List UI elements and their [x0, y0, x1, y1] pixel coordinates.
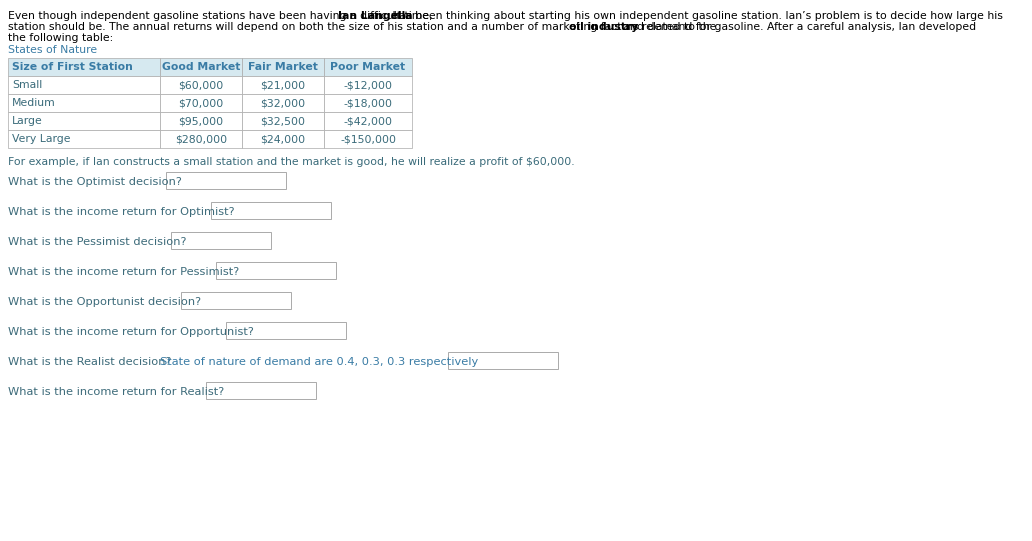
Text: $280,000: $280,000 — [175, 134, 227, 144]
FancyBboxPatch shape — [241, 94, 324, 112]
FancyBboxPatch shape — [160, 112, 241, 130]
Text: What is the income return for Optimist?: What is the income return for Optimist? — [8, 207, 234, 217]
Text: -$42,000: -$42,000 — [344, 116, 392, 126]
FancyBboxPatch shape — [241, 76, 324, 94]
Text: Large: Large — [12, 116, 42, 126]
FancyBboxPatch shape — [226, 322, 346, 339]
Text: -$150,000: -$150,000 — [340, 134, 396, 144]
FancyBboxPatch shape — [206, 382, 316, 399]
FancyBboxPatch shape — [160, 58, 241, 76]
FancyBboxPatch shape — [324, 112, 412, 130]
FancyBboxPatch shape — [181, 292, 291, 309]
Text: Very Large: Very Large — [12, 134, 70, 144]
Text: Fair Market: Fair Market — [248, 62, 318, 72]
Text: For example, if Ian constructs a small station and the market is good, he will r: For example, if Ian constructs a small s… — [8, 157, 575, 167]
Text: and demand for gasoline. After a careful analysis, Ian developed: and demand for gasoline. After a careful… — [620, 22, 976, 32]
Text: Poor Market: Poor Market — [330, 62, 406, 72]
FancyBboxPatch shape — [324, 94, 412, 112]
Text: What is the Optimist decision?: What is the Optimist decision? — [8, 177, 182, 187]
Text: $60,000: $60,000 — [179, 80, 224, 90]
FancyBboxPatch shape — [324, 76, 412, 94]
FancyBboxPatch shape — [8, 94, 160, 112]
FancyBboxPatch shape — [8, 112, 160, 130]
FancyBboxPatch shape — [165, 172, 286, 189]
Text: the following table:: the following table: — [8, 33, 114, 43]
Text: States of Nature: States of Nature — [8, 45, 97, 55]
FancyBboxPatch shape — [324, 58, 412, 76]
FancyBboxPatch shape — [324, 130, 412, 148]
Text: What is the income return for Pessimist?: What is the income return for Pessimist? — [8, 267, 239, 277]
Text: Good Market: Good Market — [162, 62, 240, 72]
FancyBboxPatch shape — [448, 352, 558, 369]
FancyBboxPatch shape — [8, 58, 160, 76]
FancyBboxPatch shape — [241, 58, 324, 76]
Text: What is the Pessimist decision?: What is the Pessimist decision? — [8, 237, 187, 247]
Text: $95,000: $95,000 — [179, 116, 224, 126]
Text: $32,500: $32,500 — [260, 116, 305, 126]
FancyBboxPatch shape — [160, 76, 241, 94]
Text: $21,000: $21,000 — [260, 80, 305, 90]
FancyBboxPatch shape — [241, 112, 324, 130]
Text: Small: Small — [12, 80, 42, 90]
FancyBboxPatch shape — [8, 76, 160, 94]
FancyBboxPatch shape — [160, 130, 241, 148]
Text: What is the Realist decision?: What is the Realist decision? — [8, 357, 175, 367]
Text: has been thinking about starting his own independent gasoline station. Ian’s pro: has been thinking about starting his own… — [389, 11, 1003, 21]
Text: -$12,000: -$12,000 — [344, 80, 392, 90]
Text: Even though independent gasoline stations have been having a difficult time,: Even though independent gasoline station… — [8, 11, 437, 21]
Text: Medium: Medium — [12, 98, 56, 108]
FancyBboxPatch shape — [160, 94, 241, 112]
Text: $32,000: $32,000 — [260, 98, 305, 108]
Text: Ian Langella: Ian Langella — [337, 11, 412, 21]
FancyBboxPatch shape — [216, 262, 336, 279]
Text: Size of First Station: Size of First Station — [12, 62, 133, 72]
FancyBboxPatch shape — [241, 130, 324, 148]
Text: $70,000: $70,000 — [179, 98, 224, 108]
Text: What is the Opportunist decision?: What is the Opportunist decision? — [8, 297, 201, 307]
FancyBboxPatch shape — [170, 232, 270, 249]
Text: oil industry: oil industry — [569, 22, 638, 32]
FancyBboxPatch shape — [8, 130, 160, 148]
Text: $24,000: $24,000 — [260, 134, 305, 144]
Text: What is the income return for Realist?: What is the income return for Realist? — [8, 387, 224, 397]
Text: State of nature of demand are 0.4, 0.3, 0.3 respectively: State of nature of demand are 0.4, 0.3, … — [160, 357, 478, 367]
Text: -$18,000: -$18,000 — [344, 98, 392, 108]
Text: station should be. The annual returns will depend on both the size of his statio: station should be. The annual returns wi… — [8, 22, 720, 32]
FancyBboxPatch shape — [211, 202, 331, 219]
Text: What is the income return for Opportunist?: What is the income return for Opportunis… — [8, 327, 254, 337]
